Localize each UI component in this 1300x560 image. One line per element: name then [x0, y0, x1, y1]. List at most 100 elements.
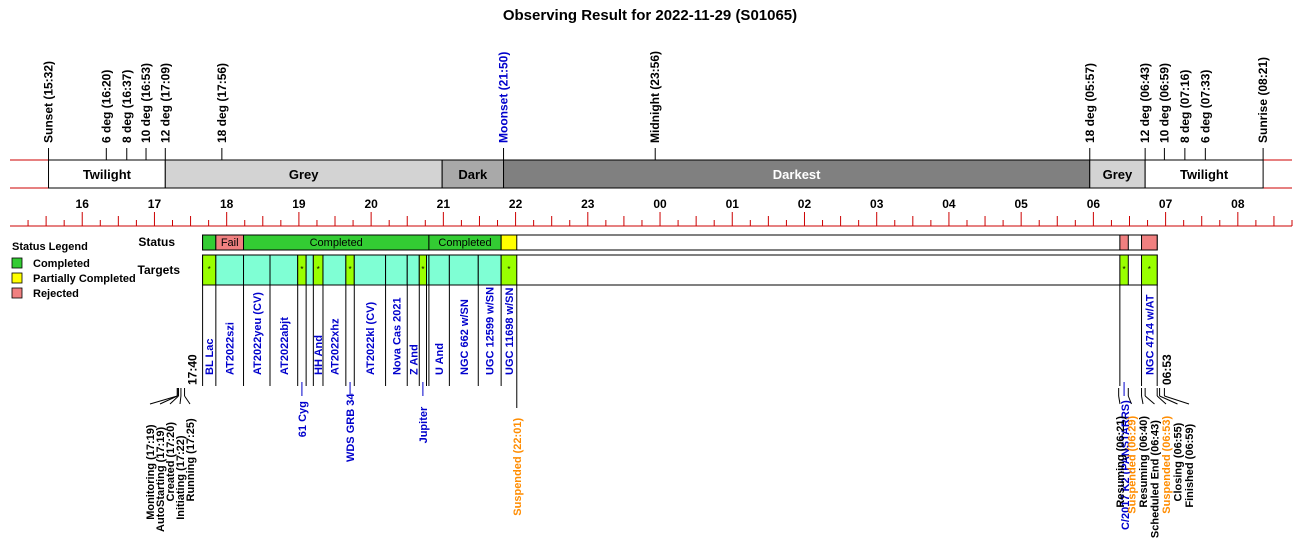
sky-band-label: Grey — [289, 167, 319, 182]
target-block — [353, 254, 387, 286]
target-block — [215, 254, 245, 286]
time-mark-label: 17:40 — [186, 354, 200, 385]
target-block — [406, 254, 420, 286]
sky-band — [1089, 159, 1146, 189]
event-label: Monitoring (17:19) — [145, 424, 157, 520]
event-leader — [169, 395, 179, 405]
legend-label: Rejected — [33, 288, 79, 300]
legend-label: Completed — [33, 258, 90, 270]
target-mark: * — [507, 265, 510, 274]
event-leader — [159, 395, 178, 405]
event-label: Resuming (06:40) — [1138, 416, 1150, 508]
target-name-label: AT2022kl (CV) — [365, 302, 377, 375]
sun-event-label: 10 deg (06:59) — [1157, 63, 1171, 143]
targets-row: Targets * * * * * * * * BL Lac AT2022szi AT2022yeu … — [138, 254, 1174, 530]
target-name-label: U And — [434, 343, 446, 375]
sky-band-label: Darkest — [773, 167, 821, 182]
target-block — [477, 254, 502, 286]
target-name-label: C/2017 K2 (PANSTARRS) — [1120, 400, 1132, 530]
axis-tick-label: 22 — [509, 197, 523, 211]
target-name-label: AT2022abjt — [279, 317, 291, 375]
status-segment-label: Fail — [221, 237, 239, 249]
target-block — [448, 254, 479, 286]
sun-event-label: Sunrise (08:21) — [1256, 57, 1270, 143]
event-label: Suspended (06:53) — [1161, 416, 1173, 514]
chart-title: Observing Result for 2022-11-29 (S01065) — [503, 7, 797, 24]
target-mark: * — [348, 265, 351, 274]
axis-tick-label: 06 — [1087, 197, 1101, 211]
sun-event-label: Sunset (15:32) — [42, 61, 56, 143]
sun-event-label: 12 deg (17:09) — [158, 63, 172, 143]
target-mark: * — [208, 265, 211, 274]
target-block — [428, 254, 450, 286]
axis-tick-label: 04 — [942, 197, 956, 211]
target-name-label: BL Lac — [204, 339, 216, 375]
axis-tick-label: 16 — [76, 197, 90, 211]
event-label: Created (17:20) — [165, 422, 177, 502]
legend-label: Partially Completed — [33, 273, 136, 285]
status-segment-label: Completed — [438, 237, 491, 249]
event-label: Scheduled End (06:43) — [1150, 420, 1162, 538]
sky-band — [441, 159, 505, 189]
sun-event-label: Midnight (23:56) — [648, 51, 662, 143]
event-label: Resuming (06:21) — [1115, 416, 1127, 508]
time-mark-label: 06:53 — [1160, 354, 1174, 385]
event-label: Suspended (06:29) — [1127, 416, 1139, 514]
axis-tick-label: 23 — [581, 197, 595, 211]
target-name-label: Nova Cas 2021 — [391, 297, 403, 375]
sun-events: Sunset (15:32) 6 deg (16:20) 8 deg (16:37)… — [42, 51, 1270, 160]
sky-band-label: Dark — [458, 167, 488, 182]
status-segment-label: Completed — [310, 237, 363, 249]
axis-tick-label: 21 — [437, 197, 451, 211]
sky-band — [164, 159, 443, 189]
status-legend: Status Legend Completed Partially Complete… — [11, 241, 136, 300]
axis-tick-label: 05 — [1014, 197, 1028, 211]
event-leader — [1159, 395, 1178, 405]
event-leader — [149, 395, 178, 405]
target-name-label: 61 Cyg — [297, 401, 309, 437]
target-name-label: AT2022xhz — [329, 318, 341, 375]
status-row-label: Status — [138, 235, 175, 249]
sky-band — [1144, 159, 1264, 189]
status-segment — [500, 234, 518, 251]
target-block — [243, 254, 271, 286]
target-name-label: WDS GRB 34 — [345, 393, 357, 462]
time-axis: 16 17 18 19 20 21 22 23 00 01 02 03 04 05 06 07 08 — [10, 197, 1293, 227]
sun-event-label: 6 deg (07:33) — [1198, 70, 1212, 143]
event-label: Finished (06:59) — [1184, 424, 1196, 508]
event-leader — [1144, 395, 1155, 405]
axis-tick-label: 17 — [148, 197, 162, 211]
event-label: Initiating (17:22) — [175, 435, 187, 520]
status-row: Status Fail Completed Completed — [138, 234, 1158, 251]
target-block — [1141, 254, 1158, 286]
target-name-label: NGC 4714 w/AT — [1144, 294, 1156, 375]
sky-band — [48, 159, 166, 189]
sun-event-label: 12 deg (06:43) — [1138, 63, 1152, 143]
event-leader — [1127, 395, 1132, 405]
target-block — [500, 254, 518, 286]
event-leader — [1118, 395, 1121, 405]
target-mark: * — [300, 265, 303, 274]
targets-row-label: Targets — [138, 263, 181, 277]
event-label: Closing (06:55) — [1173, 422, 1185, 501]
axis-tick-label: 08 — [1231, 197, 1245, 211]
sun-event-label: 10 deg (16:53) — [139, 63, 153, 143]
legend-swatch — [11, 287, 23, 299]
axis-tick-label: 02 — [798, 197, 812, 211]
event-label: AutoStarting (17:19) — [155, 427, 167, 532]
sun-event-label: 18 deg (17:56) — [215, 63, 229, 143]
axis-tick-label: 20 — [364, 197, 378, 211]
target-mark: * — [421, 265, 424, 274]
target-name-label: AT2022szi — [225, 322, 237, 375]
axis-tick-label: 01 — [726, 197, 740, 211]
target-mark: * — [1123, 265, 1126, 274]
target-name-label: UGC 11698 w/SN — [504, 288, 516, 375]
target-mark: * — [317, 265, 320, 274]
target-block — [305, 254, 314, 286]
sun-event-label: 6 deg (16:20) — [99, 70, 113, 143]
target-mark: * — [1148, 265, 1151, 274]
target-block — [1119, 254, 1129, 286]
status-segment — [1119, 234, 1129, 251]
sky-band-label: Twilight — [1180, 167, 1229, 182]
